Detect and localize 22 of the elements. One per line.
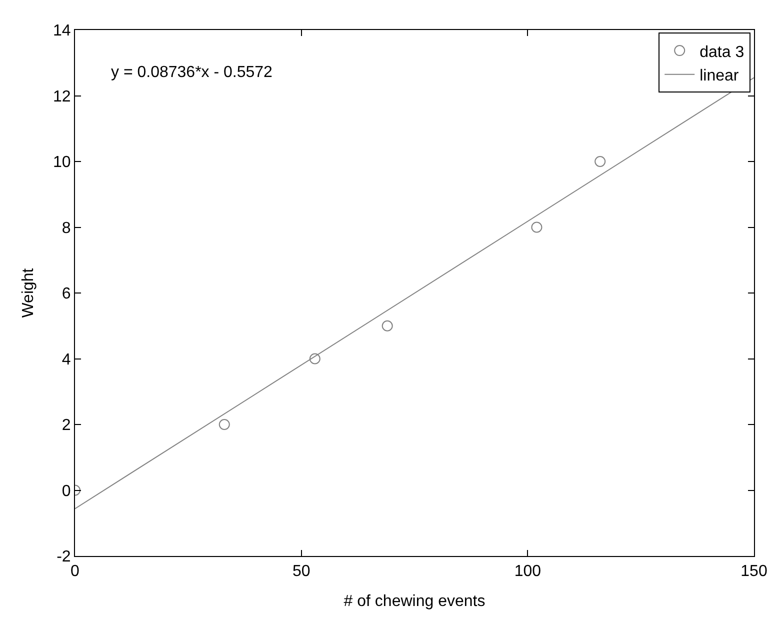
y-tick-label: -2 [56,548,71,566]
y-axis-title: Weight [20,268,37,318]
y-tick-label: 10 [53,154,71,172]
point [309,353,320,364]
annotation: y = 0.08736*x - 0.5572 [111,64,273,81]
point [218,419,230,430]
y-tick-label: 2 [62,417,71,434]
y-tick-label: 14 [53,22,71,40]
legend-label: linear [700,68,740,85]
x-tick-label: 50 [292,563,310,580]
point [594,156,606,167]
x-axis-title: # of chewing events [344,592,486,610]
y-tick-label: 12 [53,88,71,106]
point [531,222,542,233]
y-tick-label: 6 [62,286,71,303]
y-tick-label: 4 [62,351,71,368]
point [382,320,393,332]
x-tick-label: 150 [740,563,768,580]
y-tick-label: 8 [62,220,71,237]
y-tick-label: 0 [62,482,71,500]
x-tick-label: 100 [514,563,542,580]
legend-label: data 3 [700,44,744,61]
